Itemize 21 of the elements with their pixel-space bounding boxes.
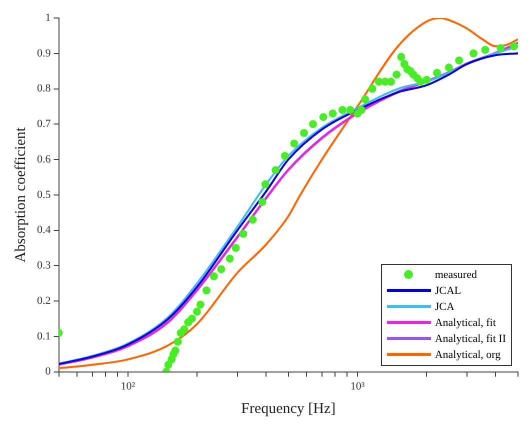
- x-axis-title: Frequency [Hz]: [241, 400, 336, 417]
- legend-label: JCA: [434, 300, 454, 313]
- legend-label: JCAL: [434, 284, 462, 297]
- x-tick-label: 10³: [350, 380, 366, 392]
- y-tick-label: 0.3: [37, 260, 52, 272]
- legend-label: Analytical, org: [434, 348, 501, 361]
- legend-label: Analytical, fit II: [434, 332, 506, 345]
- y-tick-label: 0.2: [37, 294, 51, 307]
- legend-label: measured: [434, 268, 477, 281]
- y-tick-label: 0.1: [37, 330, 51, 342]
- y-tick-label: 0: [45, 366, 52, 378]
- x-tick-label: 10²: [120, 380, 136, 392]
- y-tick-label: 1: [45, 12, 51, 24]
- y-tick-label: 0.6: [37, 153, 52, 166]
- y-tick-label: 0.8: [37, 82, 52, 95]
- y-axis-title: Absorption coefficient: [12, 126, 29, 262]
- y-tick-label: 0.9: [37, 47, 52, 60]
- y-tick-label: 0.7: [37, 118, 52, 130]
- y-tick-label: 0.5: [37, 188, 52, 201]
- y-tick-label: 0.4: [37, 224, 52, 236]
- legend-label: Analytical, fit: [434, 316, 496, 329]
